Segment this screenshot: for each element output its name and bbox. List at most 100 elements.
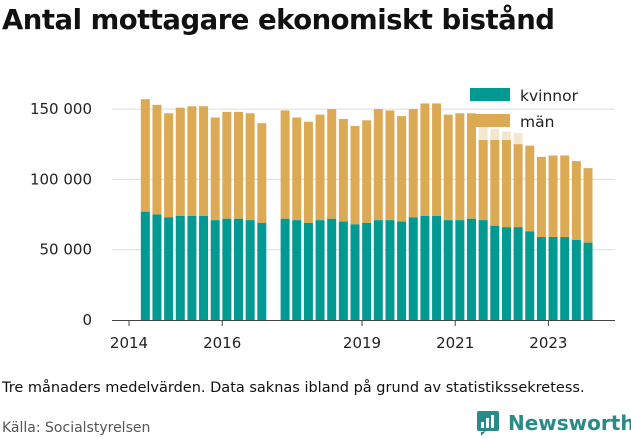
bar-man [408,109,418,218]
y-tick-label: 150 000 [30,100,92,118]
bar-series [140,99,593,320]
bar-man [280,110,290,219]
bar-man [187,106,197,216]
bar-man [525,145,535,232]
bar-kvinnor [164,217,174,320]
bar-kvinnor [315,220,325,320]
x-axis: 2014 2016 2019 2021 2023 [110,320,615,352]
legend-swatch-man [470,114,510,127]
bar-kvinnor [478,220,488,320]
legend: kvinnor män [470,87,579,131]
bar-kvinnor [292,220,302,320]
bar-man [315,114,325,221]
bar-kvinnor [525,231,535,320]
bar-kvinnor [455,220,465,320]
bar-man [234,111,244,219]
bar-kvinnor [350,224,360,320]
bar-kvinnor [210,220,220,320]
bar-man [199,106,209,216]
bar-kvinnor [234,218,244,320]
bar-kvinnor [560,237,570,320]
bar-man [210,117,220,221]
bar-man [536,156,546,238]
x-tick-label: 2014 [110,334,148,352]
bar-man [490,140,500,226]
x-tick-label: 2019 [343,334,381,352]
bar-man [303,121,313,223]
bar-man [513,144,523,228]
bar-kvinnor [175,215,185,320]
bar-man [548,155,558,238]
y-tick-label: 0 [82,311,92,329]
bar-man [397,116,407,222]
bar-kvinnor [140,211,150,320]
bar-kvinnor [513,227,523,320]
source-label: Källa: Socialstyrelsen [2,420,151,436]
x-tick-label: 2016 [203,334,241,352]
bar-man [140,99,150,212]
bar-kvinnor [420,215,430,320]
newsworthy-logo[interactable]: Newsworthy [476,408,631,438]
bar-kvinnor [501,227,511,320]
bar-man [164,113,174,218]
bar-man [257,123,267,223]
y-axis: 0 50 000 100 000 150 000 [30,100,92,329]
bar-kvinnor [362,222,372,320]
bar-kvinnor [583,242,593,320]
bar-chart: 2014 2016 2019 2021 2023 0 50 000 100 000 150 0… [30,87,615,352]
bar-kvinnor [432,215,442,320]
bar-kvinnor [548,237,558,320]
bar-kvinnor [280,218,290,320]
bar-man [455,113,465,221]
bar-man [222,111,232,219]
bar-kvinnor [245,220,255,320]
bar-man [560,155,570,238]
bar-kvinnor [467,218,477,320]
bar-kvinnor [571,239,581,320]
bar-man [338,118,348,222]
legend-label-man: män [520,113,554,131]
bar-kvinnor [338,221,348,320]
bar-kvinnor [199,215,209,320]
bar-kvinnor [385,220,395,320]
bar-kvinnor [490,225,500,320]
x-tick-label: 2023 [529,334,567,352]
chart-title: Antal mottagare ekonomiskt bistånd [2,4,555,36]
bar-man [420,103,430,216]
bar-kvinnor [327,218,337,320]
legend-label-kvinnor: kvinnor [520,87,579,105]
bar-man [373,109,383,221]
bar-man [478,140,488,221]
bar-man [327,109,337,219]
bar-kvinnor [397,221,407,320]
bar-man [443,114,453,221]
bar-kvinnor [152,214,162,320]
newsworthy-logo-icon [477,411,499,436]
bar-kvinnor [408,217,418,320]
bar-man [292,117,302,221]
x-tick-label: 2021 [436,334,474,352]
bar-man [467,113,477,219]
bar-man [245,113,255,221]
bar-man [362,120,372,223]
bar-kvinnor [536,237,546,320]
bar-man [501,140,511,228]
bar-kvinnor [443,220,453,320]
bar-man [432,103,442,216]
bar-kvinnor [257,222,267,320]
bar-man [571,161,581,240]
brand-name: Newsworthy [508,411,631,435]
bar-man [385,110,395,221]
bar-kvinnor [222,218,232,320]
y-tick-label: 100 000 [30,170,92,188]
bar-kvinnor [187,215,197,320]
bar-man [175,107,185,216]
bar-man [350,125,360,225]
footnote: Tre månaders medelvärden. Data saknas ib… [2,380,585,396]
bar-kvinnor [373,220,383,320]
bar-man [152,104,162,215]
bar-man [583,168,593,243]
legend-swatch-kvinnor [470,88,510,101]
y-tick-label: 50 000 [40,241,93,259]
bar-kvinnor [303,222,313,320]
